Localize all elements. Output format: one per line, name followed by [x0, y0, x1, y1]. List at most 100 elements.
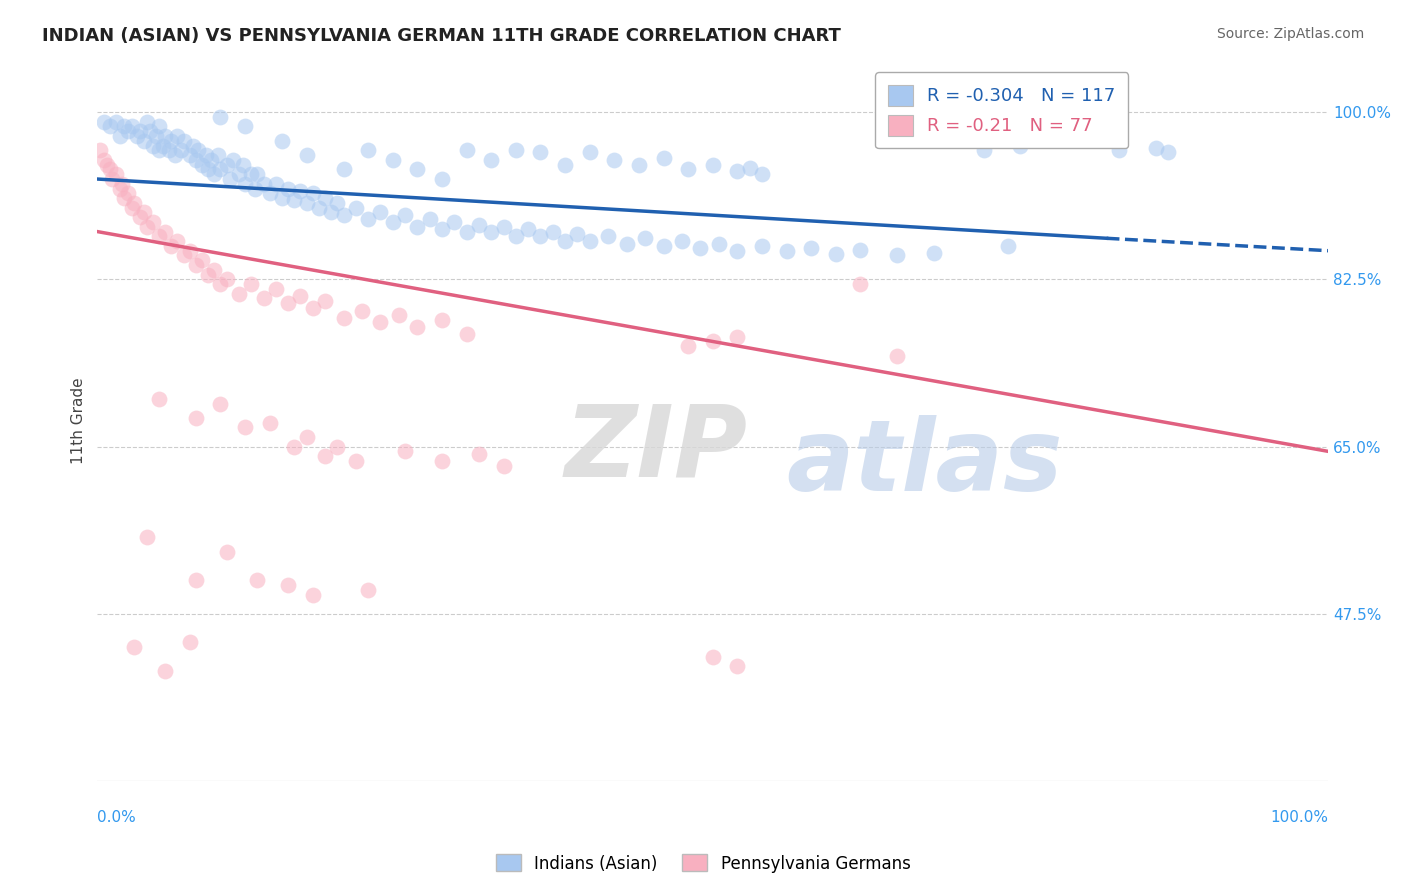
Point	[751, 239, 773, 253]
Point	[332, 162, 354, 177]
Point	[676, 339, 699, 353]
Point	[173, 248, 195, 262]
Point	[121, 120, 143, 134]
Point	[129, 124, 152, 138]
Text: ZIP: ZIP	[565, 401, 748, 498]
Text: INDIAN (ASIAN) VS PENNSYLVANIA GERMAN 11TH GRADE CORRELATION CHART: INDIAN (ASIAN) VS PENNSYLVANIA GERMAN 11…	[42, 27, 841, 45]
Point	[295, 195, 318, 210]
Point	[671, 234, 693, 248]
Point	[344, 201, 367, 215]
Point	[98, 120, 121, 134]
Point	[314, 294, 336, 309]
Text: atlas: atlas	[786, 415, 1063, 512]
Point	[406, 219, 429, 234]
Point	[104, 167, 127, 181]
Point	[290, 288, 312, 302]
Point	[1157, 145, 1180, 160]
Point	[108, 129, 131, 144]
Point	[121, 201, 143, 215]
Point	[886, 349, 908, 363]
Point	[295, 148, 318, 162]
Point	[370, 205, 392, 219]
Point	[652, 239, 675, 253]
Point	[676, 162, 699, 177]
Point	[479, 153, 502, 167]
Point	[567, 227, 589, 242]
Point	[152, 138, 174, 153]
Point	[259, 416, 281, 430]
Point	[357, 582, 380, 597]
Point	[689, 241, 711, 255]
Point	[775, 244, 797, 258]
Point	[240, 277, 263, 292]
Point	[370, 315, 392, 329]
Point	[849, 243, 872, 257]
Point	[430, 454, 453, 468]
Point	[179, 148, 201, 162]
Point	[725, 659, 748, 673]
Point	[129, 211, 152, 225]
Point	[886, 248, 908, 262]
Point	[751, 167, 773, 181]
Point	[406, 162, 429, 177]
Point	[233, 420, 256, 434]
Point	[394, 444, 416, 458]
Point	[184, 153, 207, 167]
Point	[183, 138, 205, 153]
Point	[634, 231, 657, 245]
Point	[173, 134, 195, 148]
Point	[160, 239, 183, 253]
Point	[197, 162, 219, 177]
Point	[277, 296, 299, 310]
Point	[468, 218, 491, 232]
Point	[344, 454, 367, 468]
Point	[738, 161, 761, 175]
Point	[800, 241, 823, 255]
Point	[430, 221, 453, 235]
Point	[135, 530, 157, 544]
Point	[179, 635, 201, 649]
Point	[191, 158, 214, 172]
Point	[209, 277, 232, 292]
Point	[112, 120, 135, 134]
Point	[301, 301, 323, 315]
Point	[202, 262, 225, 277]
Point	[725, 164, 748, 178]
Point	[153, 129, 176, 144]
Point	[125, 129, 148, 144]
Point	[89, 144, 111, 158]
Point	[381, 215, 404, 229]
Point	[277, 578, 299, 592]
Point	[209, 396, 232, 410]
Point	[603, 153, 626, 167]
Text: 100.0%: 100.0%	[1270, 810, 1329, 825]
Point	[93, 114, 115, 128]
Point	[1108, 144, 1130, 158]
Point	[117, 124, 139, 138]
Point	[135, 219, 157, 234]
Legend: Indians (Asian), Pennsylvania Germans: Indians (Asian), Pennsylvania Germans	[489, 847, 917, 880]
Point	[157, 144, 180, 158]
Point	[314, 191, 336, 205]
Point	[529, 145, 551, 160]
Point	[148, 229, 170, 244]
Point	[148, 144, 170, 158]
Point	[725, 329, 748, 343]
Point	[350, 304, 373, 318]
Point	[232, 158, 254, 172]
Point	[209, 162, 232, 177]
Point	[246, 574, 269, 588]
Point	[139, 124, 162, 138]
Point	[215, 544, 238, 558]
Point	[252, 177, 274, 191]
Point	[290, 184, 312, 198]
Point	[849, 277, 872, 292]
Point	[148, 120, 170, 134]
Point	[153, 664, 176, 678]
Point	[326, 440, 349, 454]
Point	[246, 167, 269, 181]
Point	[381, 153, 404, 167]
Point	[456, 225, 478, 239]
Point	[997, 239, 1019, 253]
Point	[184, 411, 207, 425]
